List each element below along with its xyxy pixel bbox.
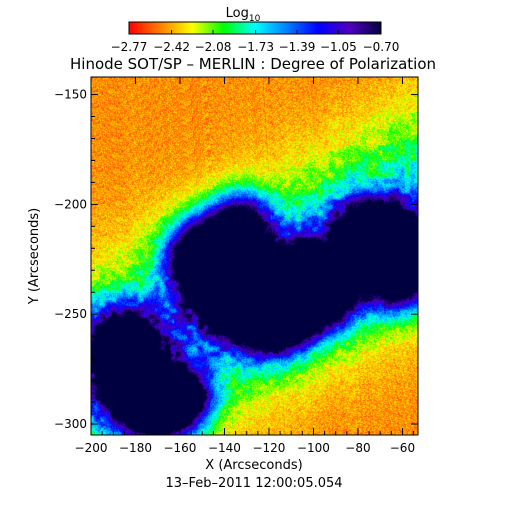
y-tick-label: −300 xyxy=(54,417,87,431)
x-tick-label: −180 xyxy=(119,441,152,455)
heatmap-container xyxy=(91,77,418,435)
x-axis-label: X (Arcseconds) xyxy=(205,458,302,473)
colorbar-tick-label: −1.39 xyxy=(279,40,316,54)
colorbar-tick-label: −2.08 xyxy=(195,40,232,54)
colorbar-tick-label: −0.70 xyxy=(363,40,400,54)
x-tick-label: −200 xyxy=(75,441,108,455)
plot-frame xyxy=(90,76,419,436)
x-tick-label: −80 xyxy=(345,441,370,455)
x-tick-label: −120 xyxy=(252,441,285,455)
x-tick-label: −60 xyxy=(390,441,415,455)
colorbar-tick-label: −2.42 xyxy=(153,40,190,54)
colorbar-ticks: −2.77 −2.42 −2.08 −1.73 −1.39 −1.05 −0.70 xyxy=(111,30,400,54)
colorbar-tick-label: −1.05 xyxy=(320,40,357,54)
y-axis-label: Y (Arcseconds) xyxy=(27,208,42,305)
heatmap-image xyxy=(91,77,418,435)
x-axis: −200 −180 −160 −140 −120 −100 −80 −60 xyxy=(75,77,415,455)
colorbar-tick-label: −1.73 xyxy=(237,40,274,54)
colorbar xyxy=(128,21,382,35)
y-tick-label: −250 xyxy=(54,307,87,321)
x-tick-label: −100 xyxy=(297,441,330,455)
x-tick-label: −140 xyxy=(208,441,241,455)
x-tick-label: −160 xyxy=(163,441,196,455)
date-label: 13–Feb–2011 12:00:05.054 xyxy=(165,476,342,491)
y-axis: −150 −200 −250 −300 xyxy=(54,88,418,431)
colorbar-tick-label: −2.77 xyxy=(111,40,148,54)
chart-title: Hinode SOT/SP – MERLIN : Degree of Polar… xyxy=(70,55,436,73)
y-tick-label: −200 xyxy=(54,197,87,211)
y-tick-label: −150 xyxy=(54,88,87,102)
colorbar-label: Log10 xyxy=(226,6,261,24)
